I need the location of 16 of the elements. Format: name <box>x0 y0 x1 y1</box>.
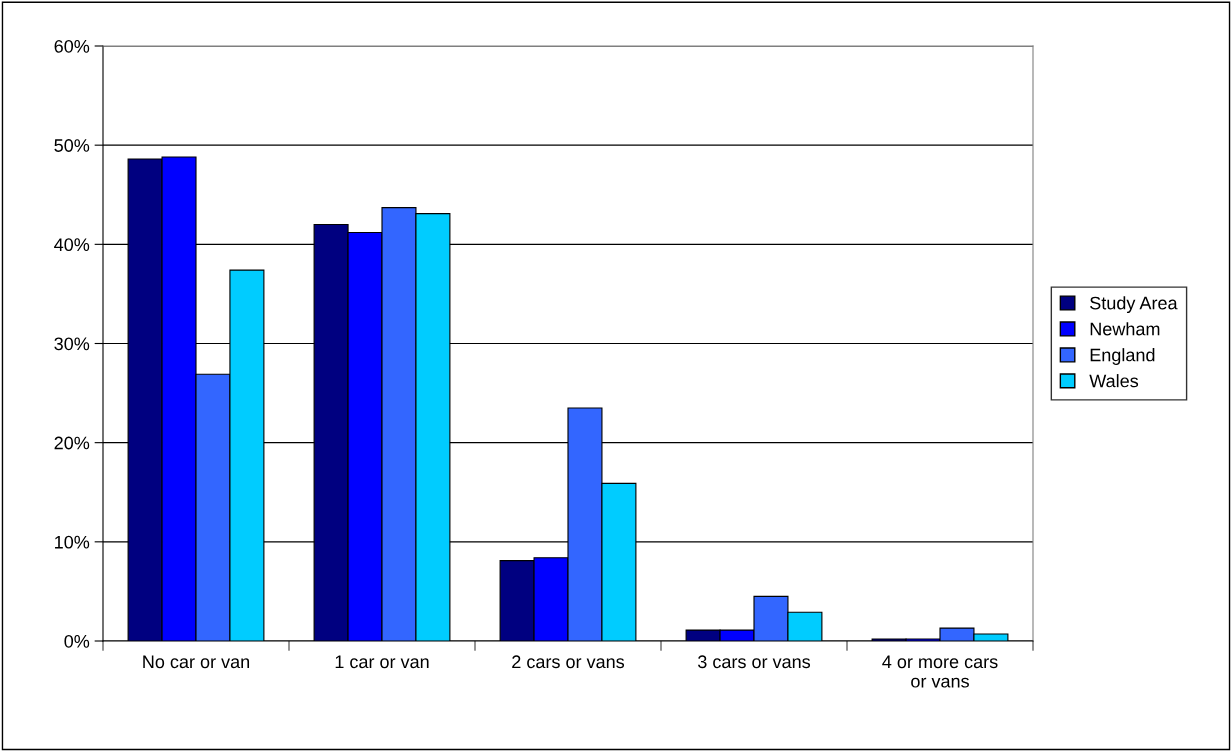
y-tick-label: 20% <box>54 436 90 450</box>
legend-label: Study Area <box>1090 296 1178 314</box>
x-tick-label: No car or van <box>143 655 250 669</box>
x-tick-label: 4 or more cars or vans <box>882 655 998 688</box>
legend-label: Newham <box>1090 322 1160 336</box>
y-tick-label: 40% <box>54 238 90 252</box>
y-tick-label: 60% <box>54 39 90 53</box>
y-tick-label: 0% <box>64 634 90 648</box>
y-tick-label: 30% <box>54 337 90 351</box>
x-tick-label: 1 car or van <box>335 655 429 669</box>
x-tick-label: 3 cars or vans <box>698 655 811 669</box>
y-tick-label: 50% <box>54 139 90 152</box>
y-tick-label: 10% <box>55 535 90 549</box>
x-tick-label: 2 cars or vans <box>512 655 625 669</box>
legend-label: Wales <box>1089 374 1139 388</box>
legend-label: England <box>1090 348 1155 365</box>
